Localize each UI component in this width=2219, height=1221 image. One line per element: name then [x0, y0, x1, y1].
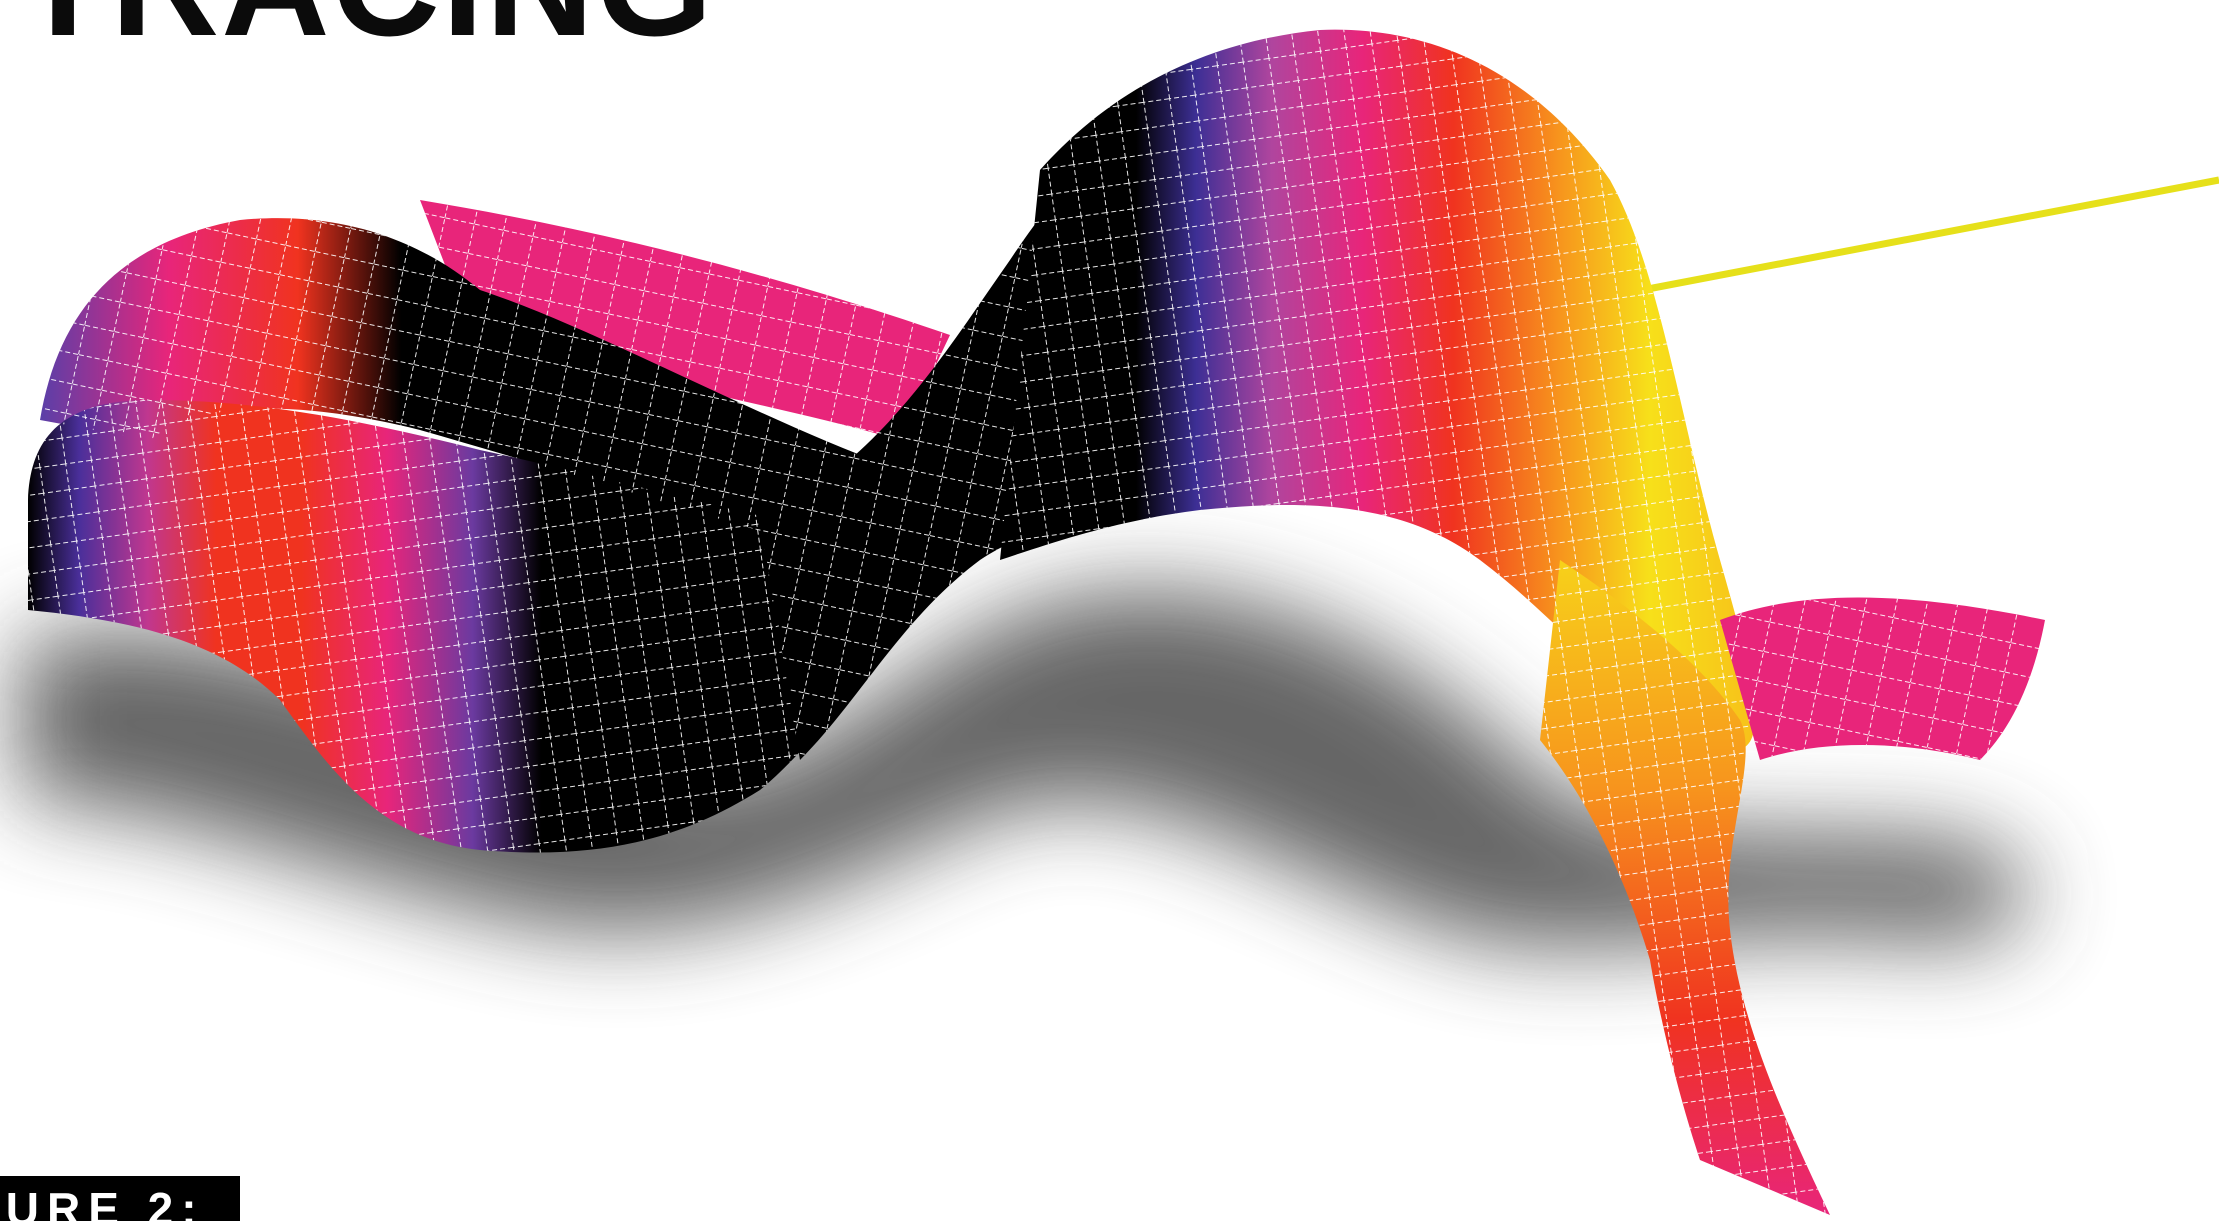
figure-heading: T TRACING: [0, 0, 715, 58]
figure-label-text: GURE 2:: [0, 1183, 205, 1221]
descending-tail: [1540, 560, 1830, 1215]
light-ray: [1631, 176, 2219, 296]
left-curl: [28, 218, 900, 853]
right-fin: [1720, 597, 2045, 760]
figure-label: GURE 2:: [0, 1176, 240, 1221]
back-strip-left: [420, 200, 950, 440]
surface-shadow: [20, 589, 2029, 948]
